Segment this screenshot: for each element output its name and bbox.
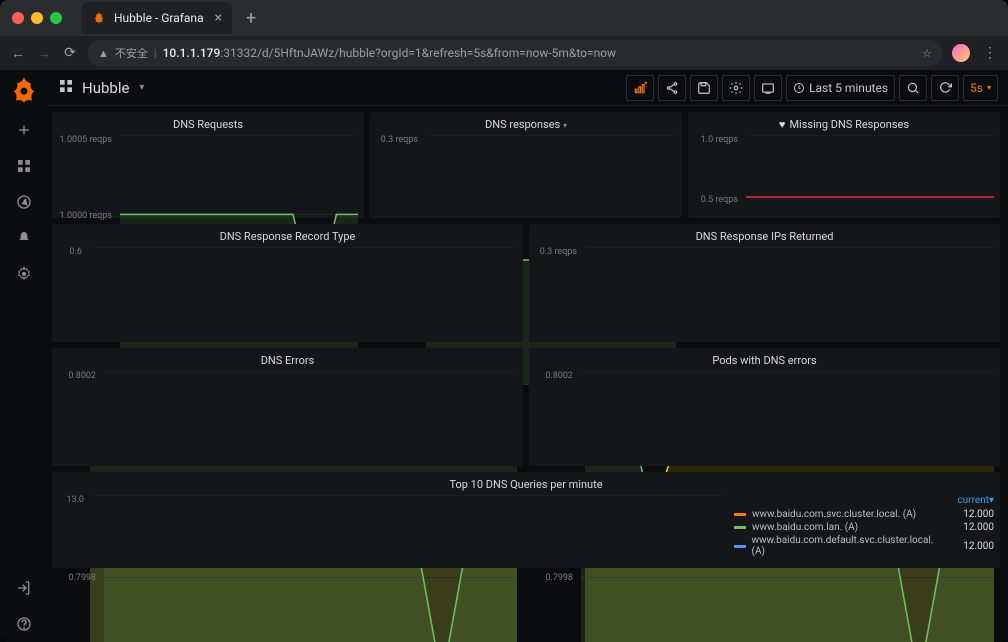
browser-tab[interactable]: Hubble - Grafana × bbox=[82, 2, 232, 34]
new-tab-button[interactable]: + bbox=[246, 8, 256, 29]
panel-dns-requests[interactable]: DNS Requests 1.0005 reqps1.0000 reqps0.9… bbox=[52, 112, 364, 218]
profile-avatar[interactable] bbox=[952, 44, 970, 62]
dashboard-title[interactable]: Hubble bbox=[82, 79, 129, 97]
sidebar-config-icon[interactable] bbox=[8, 258, 40, 290]
add-panel-button[interactable] bbox=[626, 75, 654, 101]
panel-title: DNS Response IPs Returned bbox=[535, 228, 994, 247]
grafana-sidebar bbox=[0, 70, 48, 642]
sidebar-signin-icon[interactable] bbox=[8, 572, 40, 604]
insecure-label: 不安全 bbox=[115, 45, 148, 61]
window-controls bbox=[12, 12, 62, 24]
dashboard-content: DNS Requests 1.0005 reqps1.0000 reqps0.9… bbox=[48, 106, 1008, 642]
panel-record-type[interactable]: DNS Response Record Type 0.60.40.20 03:1… bbox=[52, 224, 523, 342]
maximize-window[interactable] bbox=[50, 12, 62, 24]
panel-title: ♥Missing DNS Responses bbox=[694, 116, 994, 135]
forward-button[interactable]: → bbox=[36, 45, 52, 62]
tab-title: Hubble - Grafana bbox=[114, 11, 204, 25]
sidebar-add-icon[interactable] bbox=[8, 114, 40, 146]
reload-button[interactable]: ⟳ bbox=[62, 45, 78, 61]
sidebar-alerting-icon[interactable] bbox=[8, 222, 40, 254]
save-button[interactable] bbox=[690, 75, 718, 101]
back-button[interactable]: ← bbox=[10, 45, 26, 62]
panel-missing-responses[interactable]: ♥Missing DNS Responses 1.0 reqps0.5 reqp… bbox=[688, 112, 1000, 218]
url-separator: | bbox=[154, 47, 157, 60]
dashboard-topbar: Hubble ▾ Last 5 minutes 5s ▾ bbox=[48, 70, 1008, 106]
panel-title: DNS responses ▾ bbox=[376, 116, 676, 135]
url-input[interactable]: ▲ 不安全 | 10.1.1.179:31332/d/5HftnJAWz/hub… bbox=[88, 40, 942, 66]
browser-menu-icon[interactable]: ⋮ bbox=[982, 45, 998, 61]
star-icon[interactable]: ☆ bbox=[922, 47, 932, 60]
zoom-out-button[interactable] bbox=[899, 75, 927, 101]
panel-pods-errors[interactable]: Pods with DNS errors 0.80020.80000.79980… bbox=[529, 348, 1000, 466]
settings-button[interactable] bbox=[722, 75, 750, 101]
legend-table: current▾ www.baidu.com.svc.cluster.local… bbox=[734, 495, 994, 642]
close-window[interactable] bbox=[12, 12, 24, 24]
panel-dns-errors[interactable]: DNS Errors 0.80020.80000.79980.79960.799… bbox=[52, 348, 523, 466]
panel-dns-responses[interactable]: DNS responses ▾ 0.3 reqps0.2 reqps0.1 re… bbox=[370, 112, 682, 218]
y-axis: 13.012.512.0 bbox=[58, 495, 88, 642]
share-button[interactable] bbox=[658, 75, 686, 101]
panel-title: DNS Errors bbox=[58, 352, 517, 371]
grafana-logo[interactable] bbox=[10, 76, 38, 104]
panel-title: DNS Response Record Type bbox=[58, 228, 517, 247]
panel-ips-returned[interactable]: DNS Response IPs Returned 0.3 reqps0.2 r… bbox=[529, 224, 1000, 342]
time-range-button[interactable]: Last 5 minutes bbox=[786, 75, 895, 101]
heart-icon: ♥ bbox=[779, 118, 786, 131]
refresh-interval-button[interactable]: 5s ▾ bbox=[963, 75, 998, 101]
panel-title: Pods with DNS errors bbox=[535, 352, 994, 371]
panel-title: Top 10 DNS Queries per minute bbox=[58, 476, 994, 495]
dashboards-icon[interactable] bbox=[58, 78, 74, 97]
panel-top10-queries[interactable]: Top 10 DNS Queries per minute 13.012.512… bbox=[52, 472, 1000, 568]
refresh-button[interactable] bbox=[931, 75, 959, 101]
minimize-window[interactable] bbox=[31, 12, 43, 24]
chevron-down-icon[interactable]: ▾ bbox=[139, 82, 144, 93]
sidebar-help-icon[interactable] bbox=[8, 608, 40, 640]
sidebar-dashboards-icon[interactable] bbox=[8, 150, 40, 182]
legend-rows: www.baidu.com.svc.cluster.local. (A)12.0… bbox=[734, 508, 994, 558]
url-text: 10.1.1.179:31332/d/5HftnJAWz/hubble?orgI… bbox=[163, 46, 617, 60]
browser-addressbar: ← → ⟳ ▲ 不安全 | 10.1.1.179:31332/d/5HftnJA… bbox=[0, 36, 1008, 70]
insecure-icon: ▲ bbox=[98, 47, 109, 60]
chart-plot bbox=[92, 495, 726, 642]
tab-close-icon[interactable]: × bbox=[215, 10, 222, 26]
panel-title: DNS Requests bbox=[58, 116, 358, 135]
cycle-view-button[interactable] bbox=[754, 75, 782, 101]
sidebar-explore-icon[interactable] bbox=[8, 186, 40, 218]
grafana-favicon bbox=[92, 11, 106, 25]
browser-titlebar: Hubble - Grafana × + bbox=[0, 0, 1008, 36]
